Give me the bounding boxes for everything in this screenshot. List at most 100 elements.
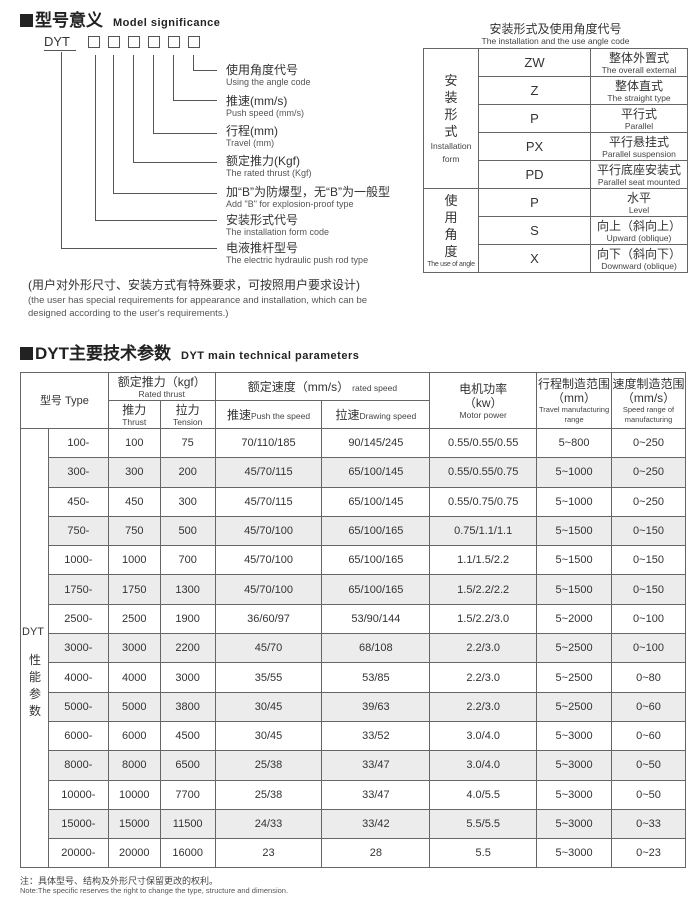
table-cell: 28 — [321, 838, 431, 869]
table-cell: 33/52 — [321, 720, 431, 752]
table-cell: 45/70/115 — [214, 486, 323, 517]
table-cell: 5~1500 — [536, 515, 612, 547]
table-cell: 2200 — [159, 633, 216, 664]
table-cell: 0.55/0.55/0.75 — [429, 457, 538, 488]
table-row: 4000- 4000 3000 35/55 53/85 2.2/3.0 5~2500 0~80 — [21, 662, 686, 693]
table-cell: 0~150 — [611, 574, 686, 605]
table-cell: 33/42 — [321, 808, 431, 840]
table-cell: 45/70/115 — [214, 457, 323, 488]
label-installation-code: 安装形式代号 The installation form code — [226, 213, 330, 237]
table-cell: 20000 — [107, 838, 161, 869]
group-label: 性能参数 — [29, 653, 42, 718]
table-cell: 65/100/145 — [321, 486, 431, 517]
table-cell: 5~1000 — [536, 457, 612, 488]
label-push-speed: 推速(mm/s) Push speed (mm/s) — [226, 94, 305, 118]
table-cell: 30/45 — [214, 720, 323, 752]
table-cell: 36/60/97 — [214, 603, 323, 635]
table-cell: 6000- — [47, 720, 109, 752]
table-cell: 0~150 — [611, 545, 686, 576]
table-cell: 16000 — [159, 838, 216, 869]
table-cell: 65/100/145 — [321, 457, 431, 488]
table-cell: 25/38 — [214, 750, 323, 781]
table-cell: 0~100 — [611, 603, 686, 635]
table-cell: 450 — [107, 486, 161, 517]
table-cell: 6500 — [159, 750, 216, 781]
table-cell: 10000- — [47, 779, 109, 810]
custom-note-cn: (用户对外形尺寸、安装方式有特殊要求，可按照用户要求设计) — [28, 278, 360, 292]
table-cell: 1750 — [107, 574, 161, 605]
table-cell: 70/110/185 — [214, 427, 323, 459]
table-cell: 0.55/0.75/0.75 — [429, 486, 538, 517]
table-cell: 68/108 — [321, 633, 431, 664]
table-cell: 5~3000 — [536, 720, 612, 752]
table-cell: 5~2000 — [536, 603, 612, 635]
table-cell: 3.0/4.0 — [429, 750, 538, 781]
table-cell: 90/145/245 — [321, 427, 431, 459]
table-cell: 39/63 — [321, 691, 431, 722]
table-cell: 65/100/165 — [321, 574, 431, 605]
table-cell: 0~150 — [611, 515, 686, 547]
table-cell: 100 — [107, 427, 161, 459]
table-cell: 33/47 — [321, 750, 431, 781]
table-cell: 5~2500 — [536, 633, 612, 664]
table-cell: 0.55/0.55/0.55 — [429, 427, 538, 459]
code-box — [148, 36, 160, 48]
table-cell: 2.2/3.0 — [429, 662, 538, 693]
table-cell: 2.2/3.0 — [429, 633, 538, 664]
label-rod-type: 电液推杆型号 The electric hydraulic push rod ty… — [226, 241, 369, 265]
table-cell: 7700 — [159, 779, 216, 810]
table-cell: 0~250 — [611, 427, 686, 459]
table-cell: 450- — [47, 486, 109, 517]
table-cell: 2.2/3.0 — [429, 691, 538, 722]
table-cell: 65/100/165 — [321, 545, 431, 576]
table-cell: 0~50 — [611, 750, 686, 781]
code-table: 安装形式 Installation form ZW 整体外置式 The overall… — [423, 48, 688, 273]
table-cell: 24/33 — [214, 808, 323, 840]
series-cell — [20, 427, 49, 869]
table-cell: 5~2500 — [536, 662, 612, 693]
table-cell: 300 — [159, 486, 216, 517]
code-box — [108, 36, 120, 48]
table-row: 15000- 15000 11500 24/33 33/42 5.5/5.5 5~3000 0… — [21, 808, 686, 840]
table-cell: 300 — [107, 457, 161, 488]
table-cell: 15000 — [107, 808, 161, 840]
table-cell: 700 — [159, 545, 216, 576]
code-box — [168, 36, 180, 48]
table-cell: 53/90/144 — [321, 603, 431, 635]
table-cell: 35/55 — [214, 662, 323, 693]
table-cell: 11500 — [159, 808, 216, 840]
table-cell: 5000 — [107, 691, 161, 722]
table-cell: 1300 — [159, 574, 216, 605]
table-cell: 3000- — [47, 633, 109, 664]
table-row: 20000- 20000 16000 23 28 5.5 5~3000 0~23 — [21, 838, 686, 869]
table-cell: 0~50 — [611, 779, 686, 810]
table-row: 10000- 10000 7700 25/38 33/47 4.0/5.5 5~3000 0~… — [21, 779, 686, 810]
table-row: 100- 100 75 70/110/185 90/145/245 0.55/0.55/0… — [20, 427, 686, 869]
table-cell: 1.5/2.2/3.0 — [429, 603, 538, 635]
table-cell: 0~80 — [611, 662, 686, 693]
model-section-title: 型号意义 Model significance — [20, 6, 220, 31]
group-installation: 安装形式 Installation form — [423, 48, 479, 189]
table-cell: 5~3000 — [536, 808, 612, 840]
code-box — [88, 36, 100, 48]
group-angle: 使用角度 The use of angle — [423, 188, 479, 273]
table-cell: 4000 — [107, 662, 161, 693]
model-prefix: DYT — [44, 34, 76, 51]
table-cell: 0~60 — [611, 720, 686, 752]
table-cell: 0~60 — [611, 691, 686, 722]
spec-table: 型号 Type 额定推力（kgf） Rated thrust 额定速度（mm/s）… — [20, 372, 686, 869]
table-cell: 4500 — [159, 720, 216, 752]
footnote-en: Note:The specific reserves the right to … — [20, 886, 289, 895]
table-row: 3000- 3000 2200 45/70 68/108 2.2/3.0 5~2500 0~1… — [21, 633, 686, 664]
table-cell: 5~800 — [536, 427, 612, 459]
table-cell: 3000 — [159, 662, 216, 693]
table-cell: 5.5 — [429, 838, 538, 869]
table-cell: 1750- — [47, 574, 109, 605]
code-table-title: 安装形式及使用角度代号 The installation and the use … — [481, 22, 630, 46]
table-cell: 45/70/100 — [214, 515, 323, 547]
table-row: 300- 300 200 45/70/115 65/100/145 0.55/0.55/0… — [21, 457, 686, 488]
custom-note-en: (the user has special requirements for a… — [28, 295, 368, 319]
table-cell: 23 — [214, 838, 323, 869]
table-cell: 5~3000 — [536, 838, 612, 869]
table-cell: 5~1000 — [536, 486, 612, 517]
